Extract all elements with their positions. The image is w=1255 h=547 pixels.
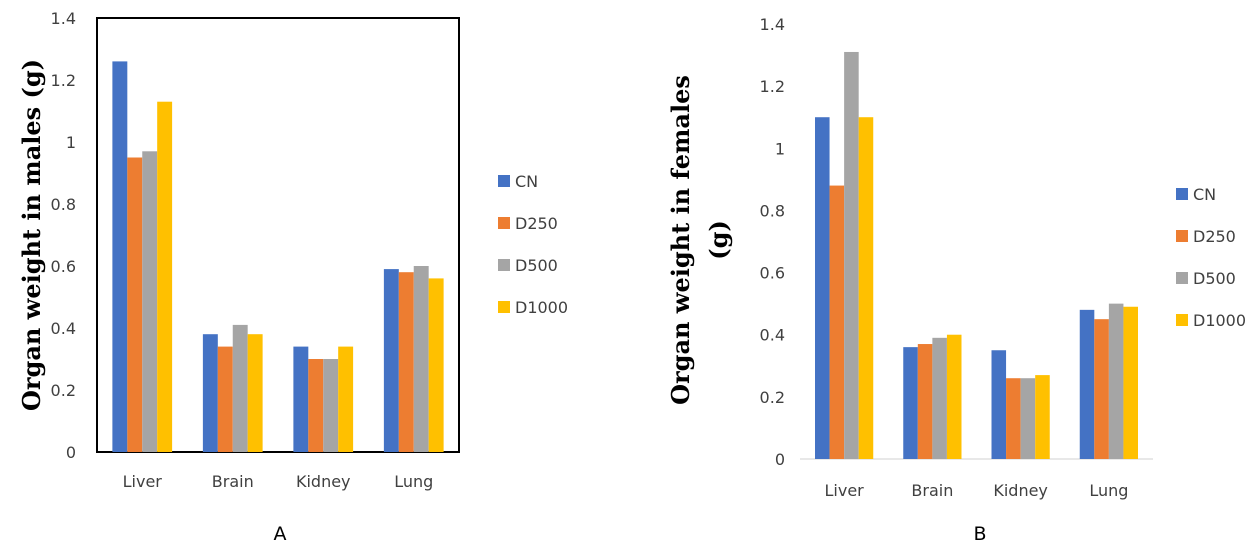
bar-d500-kidney xyxy=(323,359,339,452)
x-tick-label: Kidney xyxy=(296,472,351,491)
bar-d250-liver xyxy=(829,185,845,460)
y-tick-label: 0.4 xyxy=(760,326,785,345)
x-tick-label: Brain xyxy=(212,472,254,491)
y-tick-label: 0.8 xyxy=(51,195,76,214)
legend-label: D500 xyxy=(515,256,558,275)
bar-d1000-kidney xyxy=(338,346,354,452)
bar-d250-kidney xyxy=(308,359,324,452)
y-tick-label: 1.2 xyxy=(51,71,76,90)
y-tick-label: 1 xyxy=(775,139,785,158)
legend-swatch-cn xyxy=(1176,188,1188,200)
bar-cn-brain xyxy=(202,334,218,452)
bar-cn-kidney xyxy=(991,350,1007,459)
x-tick-label: Lung xyxy=(1089,481,1128,500)
bar-d1000-liver xyxy=(157,101,173,452)
bar-d250-brain xyxy=(917,344,933,459)
y-tick-label: 0.6 xyxy=(51,257,76,276)
bar-d250-liver xyxy=(127,157,143,452)
bar-d1000-kidney xyxy=(1035,375,1050,459)
bar-d250-kidney xyxy=(1006,378,1021,459)
x-tick-label: Liver xyxy=(123,472,163,491)
y-tick-label: 0.2 xyxy=(760,388,785,407)
bar-d500-liver xyxy=(142,151,158,453)
legend-label: D1000 xyxy=(1193,311,1246,330)
y-tick-label: 0 xyxy=(66,443,76,462)
bar-cn-kidney xyxy=(293,346,309,452)
y-tick-label: 1.4 xyxy=(760,15,785,34)
y-axis-label: Organ weight in males (g) xyxy=(17,59,46,411)
legend-label: D500 xyxy=(1193,269,1236,288)
panel-label: A xyxy=(274,523,287,545)
bar-d1000-brain xyxy=(946,334,962,459)
bar-cn-liver xyxy=(112,61,128,453)
bar-cn-lung xyxy=(383,269,399,452)
y-tick-label: 0 xyxy=(775,450,785,469)
bar-d500-liver xyxy=(844,51,859,459)
legend-swatch-d250 xyxy=(1176,230,1188,242)
legend-swatch-d500 xyxy=(1176,272,1188,284)
y-axis-label: (g) xyxy=(704,220,733,260)
bar-d1000-brain xyxy=(247,334,263,452)
y-tick-label: 1.2 xyxy=(760,77,785,96)
x-tick-label: Lung xyxy=(394,472,433,491)
bar-d1000-lung xyxy=(1123,306,1138,459)
legend-label: D1000 xyxy=(515,298,568,317)
x-tick-label: Brain xyxy=(911,481,953,500)
panel-label: B xyxy=(973,523,986,545)
x-tick-label: Kidney xyxy=(993,481,1048,500)
y-tick-label: 1.4 xyxy=(51,9,76,28)
bar-cn-liver xyxy=(815,117,830,459)
bar-d500-brain xyxy=(932,337,947,459)
legend-swatch-cn xyxy=(498,175,510,187)
legend-swatch-d1000 xyxy=(1176,314,1188,326)
bar-d250-brain xyxy=(217,346,233,452)
legend-swatch-d500 xyxy=(498,259,510,271)
bar-d250-lung xyxy=(398,272,414,452)
legend-label: CN xyxy=(515,172,538,191)
y-tick-label: 0.2 xyxy=(51,381,76,400)
y-tick-label: 0.6 xyxy=(760,264,785,283)
legend-label: CN xyxy=(1193,185,1216,204)
y-axis-label: Organ weight in females xyxy=(666,75,695,405)
bar-d500-brain xyxy=(232,324,248,452)
bar-cn-lung xyxy=(1079,309,1095,459)
bar-cn-brain xyxy=(903,347,918,459)
bar-d1000-liver xyxy=(858,117,874,459)
bar-d250-lung xyxy=(1094,319,1109,459)
y-tick-label: 1 xyxy=(66,133,76,152)
legend-swatch-d1000 xyxy=(498,301,510,313)
bar-d500-kidney xyxy=(1020,378,1036,459)
legend-label: D250 xyxy=(515,214,558,233)
legend-swatch-d250 xyxy=(498,217,510,229)
bar-d500-lung xyxy=(413,266,429,452)
legend-label: D250 xyxy=(1193,227,1236,246)
x-tick-label: Liver xyxy=(825,481,865,500)
chart-panel-a: 0 0.2 0.4 0.6 0.8 1 1.2 1.4 Liver Brain Kidney Lung… xyxy=(17,9,568,545)
bar-d500-lung xyxy=(1108,303,1124,459)
plot-frame xyxy=(96,17,460,453)
y-tick-label: 0.8 xyxy=(760,201,785,220)
chart-panel-b: 0 0.2 0.4 0.6 0.8 1 1.2 1.4 Liver Brain Kidney Lung… xyxy=(666,15,1246,545)
bar-d1000-lung xyxy=(428,278,444,452)
y-tick-label: 0.4 xyxy=(51,319,76,338)
